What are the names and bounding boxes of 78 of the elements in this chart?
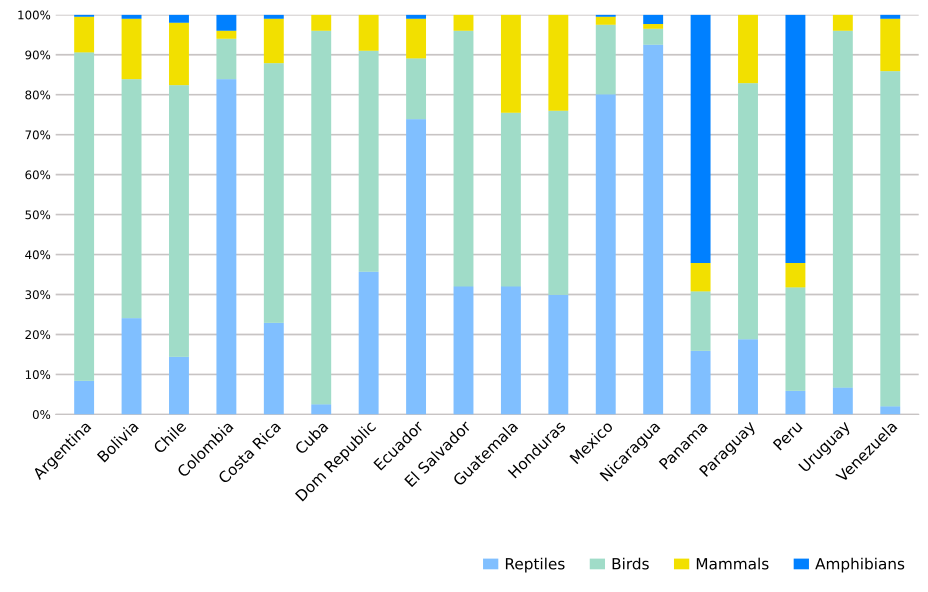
bar bbox=[596, 94, 616, 414]
bar bbox=[880, 14, 900, 19]
bar bbox=[74, 380, 94, 414]
bar bbox=[548, 294, 568, 414]
bar bbox=[406, 14, 426, 19]
bar bbox=[880, 406, 900, 414]
bar bbox=[785, 287, 806, 391]
y-tick-label: 10% bbox=[26, 370, 50, 380]
bar bbox=[548, 110, 568, 295]
legend-label: Mammals bbox=[696, 558, 768, 570]
bar bbox=[122, 318, 142, 414]
bar bbox=[785, 262, 806, 288]
bar bbox=[169, 14, 189, 23]
bar bbox=[643, 14, 664, 24]
bar bbox=[738, 83, 758, 340]
bar bbox=[643, 44, 664, 414]
legend-label: Reptiles bbox=[506, 558, 565, 572]
bar bbox=[122, 18, 142, 80]
bar bbox=[406, 18, 426, 58]
bar bbox=[311, 14, 332, 31]
bar bbox=[454, 14, 474, 31]
bar bbox=[832, 30, 853, 388]
legend-label: Birds bbox=[612, 558, 649, 570]
bar bbox=[264, 322, 284, 414]
bar bbox=[264, 18, 284, 64]
bar bbox=[311, 404, 332, 414]
bar bbox=[169, 85, 189, 357]
bar bbox=[785, 14, 806, 263]
bar bbox=[596, 16, 616, 25]
bar bbox=[216, 79, 236, 414]
bar bbox=[880, 18, 900, 72]
bar bbox=[738, 339, 758, 414]
bar bbox=[216, 14, 236, 31]
bar bbox=[690, 291, 711, 351]
bar bbox=[122, 14, 142, 19]
bar bbox=[122, 79, 142, 318]
bar bbox=[738, 14, 758, 84]
y-tick-label: 50% bbox=[25, 210, 50, 220]
y-tick-label: 0% bbox=[32, 410, 50, 420]
bar bbox=[406, 58, 426, 120]
bar bbox=[880, 71, 900, 406]
bar bbox=[358, 14, 379, 51]
bar bbox=[785, 390, 806, 414]
y-tick-label: 70% bbox=[26, 130, 50, 140]
y-tick-label: 40% bbox=[25, 250, 50, 260]
bar bbox=[643, 28, 664, 45]
bar bbox=[690, 262, 711, 292]
bar bbox=[596, 24, 616, 94]
bar bbox=[216, 30, 236, 39]
bar bbox=[500, 112, 521, 287]
y-tick-label: 60% bbox=[25, 170, 50, 180]
bar bbox=[358, 272, 379, 414]
bar bbox=[74, 52, 94, 381]
bar bbox=[690, 14, 711, 263]
bar bbox=[216, 38, 236, 80]
bar bbox=[264, 63, 284, 323]
bar bbox=[690, 350, 711, 414]
y-tick-label: 20% bbox=[25, 330, 50, 340]
legend-label: Amphibians bbox=[815, 558, 904, 572]
bar bbox=[358, 50, 379, 272]
bar bbox=[500, 14, 521, 113]
bar bbox=[406, 119, 426, 414]
bar bbox=[264, 14, 284, 19]
y-tick-label: 100% bbox=[18, 10, 50, 20]
bar bbox=[169, 22, 189, 86]
y-tick-label: 80% bbox=[25, 90, 50, 100]
bar bbox=[643, 24, 664, 29]
bar bbox=[454, 286, 474, 414]
y-tick-label: 90% bbox=[25, 50, 50, 60]
bar bbox=[311, 30, 332, 404]
bar bbox=[74, 16, 94, 52]
bar bbox=[832, 14, 853, 31]
bar bbox=[454, 30, 474, 287]
y-tick-label: 30% bbox=[25, 290, 50, 300]
bar bbox=[500, 286, 521, 414]
bar bbox=[169, 356, 189, 414]
bar bbox=[832, 388, 853, 414]
bar bbox=[548, 14, 568, 111]
